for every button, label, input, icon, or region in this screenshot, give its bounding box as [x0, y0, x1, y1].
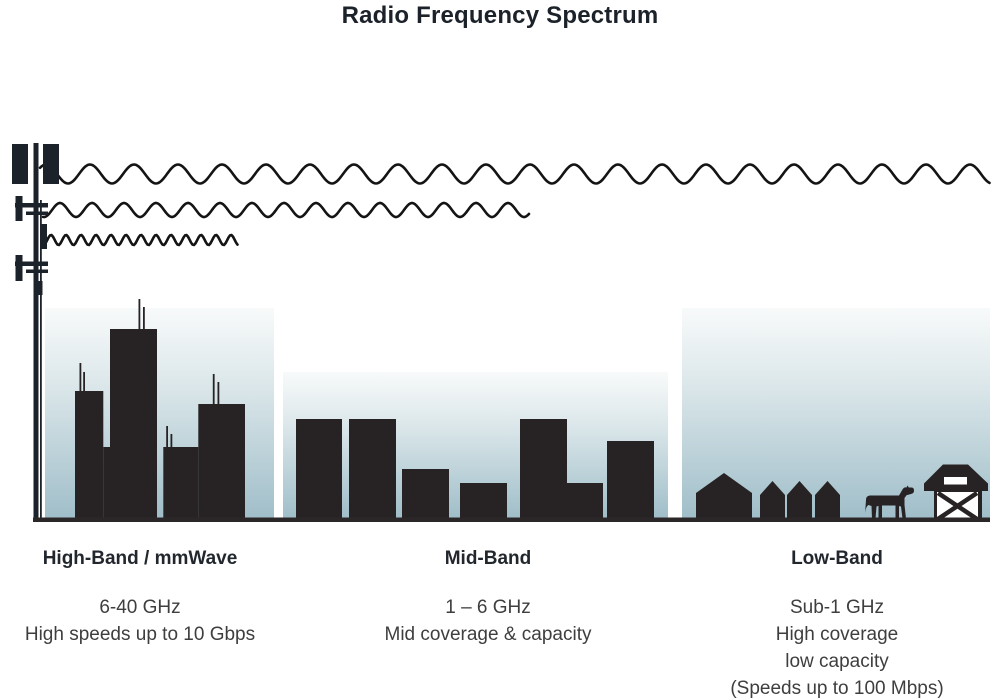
mid-band-building: [402, 469, 449, 519]
radio-tower-mast: [33, 143, 39, 520]
cow-icon: [865, 485, 914, 519]
radio-tower-crossarm-lower: [15, 261, 48, 266]
high-band-building: [110, 329, 157, 519]
scenery: [75, 299, 988, 521]
house-icon: [696, 473, 752, 519]
band-heading-mid: Mid-Band: [444, 548, 532, 569]
radio-tower-crossarm-upper: [15, 203, 48, 208]
building-antenna-mast: [170, 434, 173, 448]
radio-tower-crossarm-upper-2: [26, 211, 48, 215]
band-detail: High coverage: [775, 624, 899, 645]
band-detail: 6-40 GHz: [99, 597, 181, 618]
cow-leg: [878, 505, 882, 519]
low-band-scene: [696, 464, 988, 521]
mid-band-building: [349, 419, 396, 519]
building-antenna-mast: [83, 372, 85, 392]
building-antenna-mast: [166, 426, 168, 448]
band-detail: 1 – 6 GHz: [445, 597, 531, 618]
radio-tower-side-panel-upper: [15, 196, 23, 221]
barn-loft-door: [944, 477, 967, 485]
band-detail: (Speeds up to 100 Mbps): [730, 678, 944, 699]
band-detail: Mid coverage & capacity: [384, 624, 592, 645]
mid-band-building: [520, 419, 567, 519]
ground-line: [33, 517, 990, 522]
mid-band-building: [460, 483, 507, 519]
high-band-building: [163, 447, 199, 519]
building-antenna-mast: [212, 374, 215, 405]
building-antenna-mast: [138, 299, 141, 330]
radio-waves: [38, 163, 991, 247]
band-heading-low: Low-Band: [791, 548, 883, 569]
band-detail: Sub-1 GHz: [790, 597, 884, 618]
radio-tower-mast-line: [40, 200, 42, 520]
high-band-scene: [75, 299, 245, 519]
page-title: Radio Frequency Spectrum: [341, 2, 659, 29]
radio-tower-panel-right: [43, 144, 59, 184]
building-antenna-mast: [79, 363, 82, 392]
building-antenna-mast: [143, 307, 145, 330]
low-band-long-wave: [38, 163, 991, 185]
mid-band-building: [607, 441, 654, 519]
building-antenna-mast: [217, 382, 220, 405]
radio-tower-side-panel-lower: [15, 255, 23, 281]
mid-band-scene: [296, 419, 654, 519]
label-block-high-band: High-Band / mmWave 6-40 GHz High speeds …: [0, 548, 280, 648]
high-band-building: [75, 391, 104, 519]
barn-icon: [924, 464, 988, 521]
house-icon: [787, 481, 812, 519]
high-band-building: [103, 447, 110, 519]
label-block-low-band: Low-Band Sub-1 GHz High coverage low cap…: [697, 548, 977, 700]
label-block-mid-band: Mid-Band 1 – 6 GHz Mid coverage & capaci…: [348, 548, 628, 648]
high-band-building: [198, 404, 245, 519]
radio-tower-mast-stub: [38, 281, 43, 295]
band-detail: High speeds up to 10 Gbps: [24, 624, 256, 645]
radio-tower-crossarm-lower-2: [26, 269, 48, 273]
radio-tower: [12, 143, 59, 520]
mid-band-building: [567, 483, 603, 519]
mid-band-medium-wave: [41, 201, 531, 219]
mid-band-building: [296, 419, 342, 519]
band-detail: low capacity: [785, 651, 889, 672]
house-icon: [815, 481, 840, 519]
house-icon: [760, 481, 785, 519]
band-heading-high: High-Band / mmWave: [42, 548, 238, 569]
ground: [33, 517, 990, 522]
barn-door-brace: [936, 491, 979, 521]
radio-tower-panel-left: [12, 144, 28, 184]
radio-tower-dish-panel: [41, 224, 47, 249]
high-band-short-wave: [42, 233, 239, 247]
cow-leg: [895, 505, 899, 519]
